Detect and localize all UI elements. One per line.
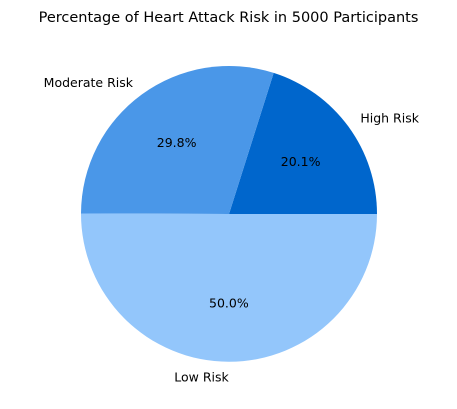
- pie-percentage-label-moderate-risk: 29.8%: [157, 135, 197, 150]
- pie-percentage-label-low-risk: 50.0%: [209, 295, 249, 310]
- pie-percentage-label-high-risk: 20.1%: [281, 154, 321, 169]
- pie-slice-high-risk: [229, 72, 377, 215]
- pie-slice-moderate-risk: [81, 65, 274, 214]
- pie-slice-low-risk: [80, 213, 377, 362]
- pie-category-label-low-risk: Low Risk: [174, 369, 229, 384]
- pie-category-labels: High Risk Moderate Risk Low Risk: [44, 75, 420, 384]
- pie-category-label-high-risk: High Risk: [360, 110, 419, 125]
- pie-percentage-labels: 20.1% 29.8% 50.0%: [157, 135, 321, 311]
- chart-title: Percentage of Heart Attack Risk in 5000 …: [39, 10, 419, 26]
- pie-category-label-moderate-risk: Moderate Risk: [44, 75, 134, 90]
- pie-slices: [80, 65, 377, 362]
